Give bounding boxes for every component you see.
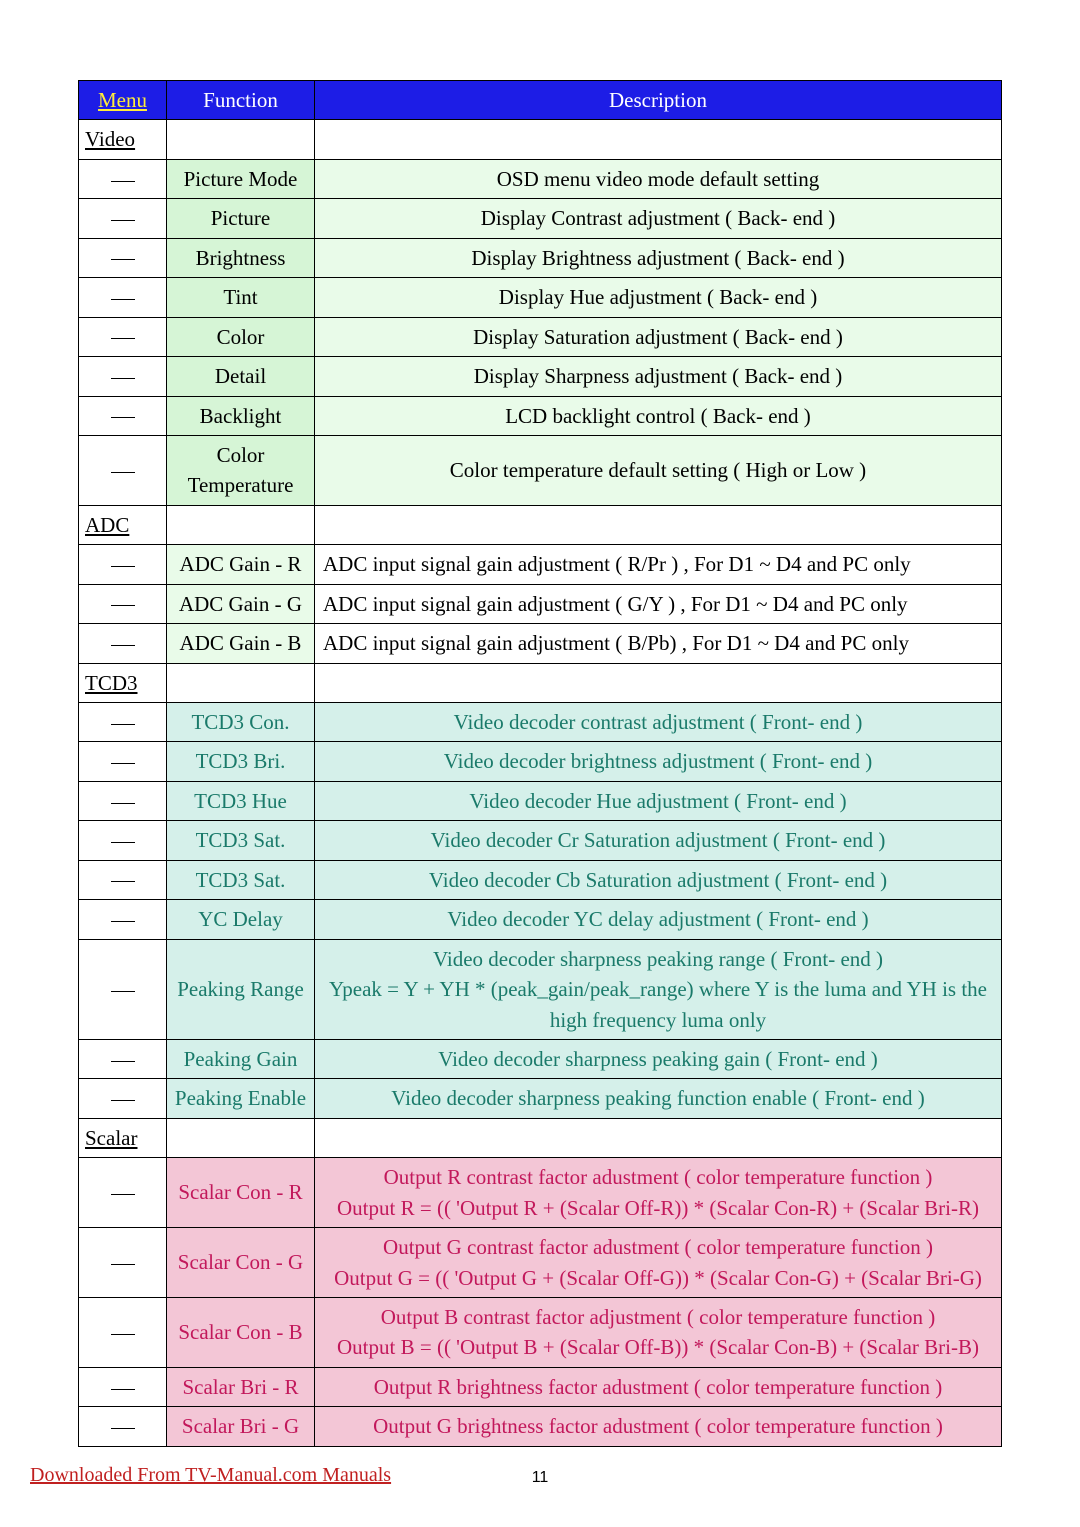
func: Scalar Con - B (167, 1298, 315, 1368)
row-color-temp: Color TemperatureColor temperature defau… (79, 435, 1002, 505)
desc: ADC input signal gain adjustment ( B/Pb)… (315, 624, 1002, 663)
desc: ADC input signal gain adjustment ( R/Pr … (315, 545, 1002, 584)
row-tcd3-prange: Peaking RangeVideo decoder sharpness pea… (79, 939, 1002, 1039)
row-tcd3-pgain: Peaking GainVideo decoder sharpness peak… (79, 1039, 1002, 1078)
desc: OSD menu video mode default setting (315, 159, 1002, 198)
func: TCD3 Sat. (167, 821, 315, 860)
section-label: TCD3 (79, 663, 167, 702)
desc: Display Brightness adjustment ( Back- en… (315, 238, 1002, 277)
func: TCD3 Bri. (167, 742, 315, 781)
func: Picture (167, 199, 315, 238)
row-color: ColorDisplay Saturation adjustment ( Bac… (79, 317, 1002, 356)
func: TCD3 Con. (167, 703, 315, 742)
func: Scalar Con - G (167, 1228, 315, 1298)
row-scalar-cong: Scalar Con - GOutput G contrast factor a… (79, 1228, 1002, 1298)
row-scalar-conr: Scalar Con - ROutput R contrast factor a… (79, 1158, 1002, 1228)
desc: Display Hue adjustment ( Back- end ) (315, 278, 1002, 317)
row-tcd3-sat2: TCD3 Sat.Video decoder Cb Saturation adj… (79, 860, 1002, 899)
row-adc-r: ADC Gain - RADC input signal gain adjust… (79, 545, 1002, 584)
section-tcd3: TCD3 (79, 663, 1002, 702)
row-tcd3-con: TCD3 Con.Video decoder contrast adjustme… (79, 703, 1002, 742)
desc: Output G contrast factor adustment ( col… (315, 1228, 1002, 1298)
func: Scalar Bri - R (167, 1367, 315, 1406)
desc: Video decoder Hue adjustment ( Front- en… (315, 781, 1002, 820)
func: Tint (167, 278, 315, 317)
hdr-description: Description (315, 81, 1002, 120)
func: Brightness (167, 238, 315, 277)
row-scalar-brig: Scalar Bri - GOutput G brightness factor… (79, 1407, 1002, 1446)
func: TCD3 Hue (167, 781, 315, 820)
func: Peaking Range (167, 939, 315, 1039)
func: Detail (167, 357, 315, 396)
desc: Display Saturation adjustment ( Back- en… (315, 317, 1002, 356)
func: ADC Gain - B (167, 624, 315, 663)
desc: Output R contrast factor adustment ( col… (315, 1158, 1002, 1228)
section-adc: ADC (79, 505, 1002, 544)
desc: Color temperature default setting ( High… (315, 435, 1002, 505)
desc: Video decoder brightness adjustment ( Fr… (315, 742, 1002, 781)
func: Color (167, 317, 315, 356)
desc: Video decoder YC delay adjustment ( Fron… (315, 900, 1002, 939)
row-scalar-brir: Scalar Bri - ROutput R brightness factor… (79, 1367, 1002, 1406)
func: Scalar Con - R (167, 1158, 315, 1228)
row-tcd3-yc: YC DelayVideo decoder YC delay adjustmen… (79, 900, 1002, 939)
row-picture-mode: Picture ModeOSD menu video mode default … (79, 159, 1002, 198)
row-tcd3-hue: TCD3 HueVideo decoder Hue adjustment ( F… (79, 781, 1002, 820)
desc: Output B contrast factor adjustment ( co… (315, 1298, 1002, 1368)
desc: Video decoder Cb Saturation adjustment (… (315, 860, 1002, 899)
row-scalar-conb: Scalar Con - BOutput B contrast factor a… (79, 1298, 1002, 1368)
header-row: Menu Function Description (79, 81, 1002, 120)
func: ADC Gain - R (167, 545, 315, 584)
func: Peaking Gain (167, 1039, 315, 1078)
func: ADC Gain - G (167, 584, 315, 623)
section-label: Video (79, 120, 167, 159)
func: Peaking Enable (167, 1079, 315, 1118)
desc: Output G brightness factor adustment ( c… (315, 1407, 1002, 1446)
footer-link[interactable]: Downloaded From TV-Manual.com Manuals (30, 1464, 391, 1487)
dash-cell (79, 159, 167, 198)
section-label: ADC (79, 505, 167, 544)
section-scalar: Scalar (79, 1118, 1002, 1157)
row-tcd3-penable: Peaking EnableVideo decoder sharpness pe… (79, 1079, 1002, 1118)
desc: LCD backlight control ( Back- end ) (315, 396, 1002, 435)
func: Backlight (167, 396, 315, 435)
func: Scalar Bri - G (167, 1407, 315, 1446)
row-tcd3-bri: TCD3 Bri.Video decoder brightness adjust… (79, 742, 1002, 781)
row-detail: DetailDisplay Sharpness adjustment ( Bac… (79, 357, 1002, 396)
row-backlight: BacklightLCD backlight control ( Back- e… (79, 396, 1002, 435)
hdr-function: Function (167, 81, 315, 120)
row-picture: PictureDisplay Contrast adjustment ( Bac… (79, 199, 1002, 238)
desc: Video decoder sharpness peaking range ( … (315, 939, 1002, 1039)
desc: Video decoder sharpness peaking function… (315, 1079, 1002, 1118)
row-brightness: BrightnessDisplay Brightness adjustment … (79, 238, 1002, 277)
desc: Display Sharpness adjustment ( Back- end… (315, 357, 1002, 396)
desc: Video decoder sharpness peaking gain ( F… (315, 1039, 1002, 1078)
desc: Output R brightness factor adustment ( c… (315, 1367, 1002, 1406)
row-tcd3-sat1: TCD3 Sat.Video decoder Cr Saturation adj… (79, 821, 1002, 860)
desc: Video decoder contrast adjustment ( Fron… (315, 703, 1002, 742)
desc: Display Contrast adjustment ( Back- end … (315, 199, 1002, 238)
func: TCD3 Sat. (167, 860, 315, 899)
row-adc-g: ADC Gain - GADC input signal gain adjust… (79, 584, 1002, 623)
hdr-menu: Menu (79, 81, 167, 120)
func: YC Delay (167, 900, 315, 939)
row-adc-b: ADC Gain - BADC input signal gain adjust… (79, 624, 1002, 663)
desc: ADC input signal gain adjustment ( G/Y )… (315, 584, 1002, 623)
section-label: Scalar (79, 1118, 167, 1157)
settings-table: Menu Function Description Video Picture … (78, 80, 1002, 1447)
desc: Video decoder Cr Saturation adjustment (… (315, 821, 1002, 860)
func: Picture Mode (167, 159, 315, 198)
section-video: Video (79, 120, 1002, 159)
func: Color Temperature (167, 435, 315, 505)
row-tint: TintDisplay Hue adjustment ( Back- end ) (79, 278, 1002, 317)
